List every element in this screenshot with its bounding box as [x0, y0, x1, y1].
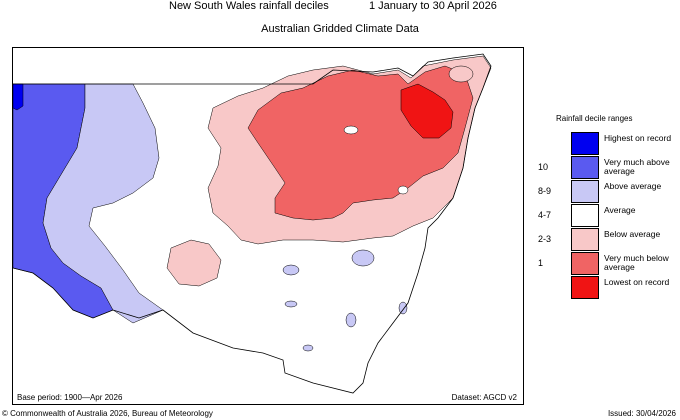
copyright-text: © Commonwealth of Australia 2026, Bureau…: [2, 409, 213, 418]
legend-swatch: [571, 156, 599, 179]
legend-item: Lowest on record: [538, 276, 678, 300]
legend-item: 4-7 Average: [538, 204, 678, 228]
island-average-3: [448, 65, 474, 83]
blob-above-average-1: [351, 249, 375, 267]
legend-code: 2-3: [538, 234, 552, 244]
legend-title: Rainfall decile ranges: [556, 114, 633, 123]
legend-code: 4-7: [538, 210, 552, 220]
nsw-rainfall-map: [13, 53, 492, 394]
legend-swatch: [571, 132, 599, 155]
legend-label: Lowest on record: [604, 277, 670, 287]
region-highest-on-record: [13, 83, 24, 111]
legend-item: 10 Very much above average: [538, 156, 678, 180]
legend-swatch: [571, 180, 599, 203]
map-frame: Base period: 1900—Apr 2026 Dataset: AGCD…: [12, 47, 524, 405]
legend-swatch: [571, 204, 599, 227]
period-text: 1 January to 30 April 2026: [369, 0, 497, 12]
legend-code: 8-9: [538, 186, 552, 196]
legend-label: Very much above average: [604, 157, 670, 176]
legend-item: 8-9 Above average: [538, 180, 678, 204]
legend-code: 1: [538, 258, 544, 268]
legend-swatch: [571, 228, 599, 251]
blob-above-average-5: [284, 300, 298, 308]
region-lowest-on-record: [400, 83, 454, 139]
map-subtitle: Australian Gridded Climate Data: [261, 23, 419, 35]
legend-swatch: [571, 252, 599, 275]
legend-item: 2-3 Below average: [538, 228, 678, 252]
island-average-1: [343, 125, 359, 135]
legend-label: Average: [604, 205, 636, 215]
blob-above-average-4: [398, 301, 408, 315]
legend-label: Very much below average: [604, 253, 669, 272]
legend-label: Below average: [604, 229, 661, 239]
region-above-average-west: [42, 83, 164, 324]
legend-item: Highest on record: [538, 132, 678, 156]
issued-date: Issued: 30/04/2026: [607, 409, 676, 418]
blob-above-average-6: [302, 344, 314, 352]
legend-label: Above average: [604, 181, 662, 191]
region-below-average-interior: [166, 239, 222, 287]
dataset-text: Dataset: AGCD v2: [451, 393, 517, 402]
island-average-2: [397, 185, 409, 195]
base-period-text: Base period: 1900—Apr 2026: [17, 393, 123, 402]
legend-swatch: [571, 276, 599, 299]
blob-above-average-2: [282, 264, 300, 276]
nsw-border: [13, 53, 492, 394]
title-text: New South Wales rainfall deciles: [169, 0, 329, 12]
legend-label: Highest on record: [604, 133, 672, 143]
legend-code: 10: [538, 162, 549, 172]
blob-above-average-3: [345, 312, 357, 328]
legend-item: 1 Very much below average: [538, 252, 678, 276]
